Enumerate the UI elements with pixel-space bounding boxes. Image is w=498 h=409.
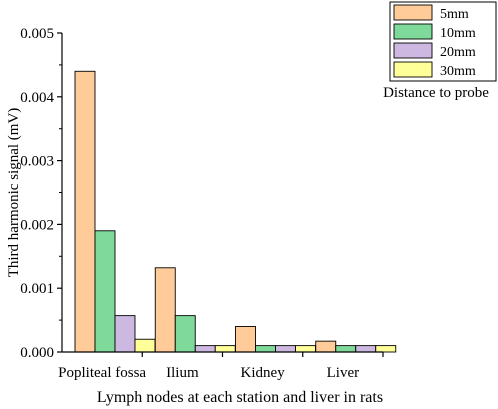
legend: 5mm 10mm 20mm 30mm [389, 1, 497, 82]
bar-10mm-2 [174, 315, 196, 353]
x-ticks-group: Popliteal fossa Ilium Kidney Liver [58, 352, 384, 381]
legend-label: 5mm [440, 7, 469, 22]
x-tick-label: Liver [327, 365, 359, 381]
bar-30mm-2 [214, 345, 236, 353]
bar-20mm-3 [275, 345, 296, 353]
x-axis-label: Lymph nodes at each station and liver in… [97, 389, 383, 406]
legend-caption: Distance to probe [383, 85, 489, 101]
legend-label: 20mm [440, 45, 476, 60]
y-tick-label: 0.002 [20, 217, 54, 233]
x-tick-label: Ilium [166, 365, 199, 381]
y-tick-label: 0.000 [20, 345, 54, 361]
bar-5mm-3 [235, 326, 256, 353]
legend-swatch [393, 61, 433, 78]
y-tick-label: 0.001 [20, 281, 54, 297]
bar-20mm-4 [355, 345, 377, 353]
y-ticks-group: 0.000 0.001 0.002 0.003 0.004 0.005 [20, 26, 62, 361]
legend-swatch [393, 42, 433, 59]
y-axis-label: Third harmonic signal (mV) [6, 108, 22, 278]
bar-5mm-1 [74, 70, 96, 353]
bar-30mm-4 [375, 345, 397, 353]
bars-group [74, 70, 397, 353]
bar-20mm-1 [114, 315, 136, 353]
bar-30mm-3 [295, 345, 316, 353]
legend-label: 30mm [440, 64, 476, 79]
legend-swatch [393, 23, 433, 40]
legend-label: 10mm [440, 26, 476, 41]
x-tick-label: Popliteal fossa [58, 365, 146, 381]
x-tick-label: Kidney [241, 365, 286, 381]
legend-swatch [393, 4, 433, 21]
bar-5mm-4 [315, 340, 337, 353]
y-tick-label: 0.003 [20, 154, 54, 170]
y-tick-label: 0.004 [20, 90, 54, 106]
bar-10mm-1 [94, 230, 116, 353]
y-tick-label: 0.005 [20, 26, 54, 42]
bar-10mm-3 [255, 345, 276, 353]
bar-30mm-1 [134, 338, 156, 353]
bar-20mm-2 [194, 345, 216, 353]
bar-5mm-2 [154, 267, 176, 353]
bar-10mm-4 [335, 345, 357, 353]
